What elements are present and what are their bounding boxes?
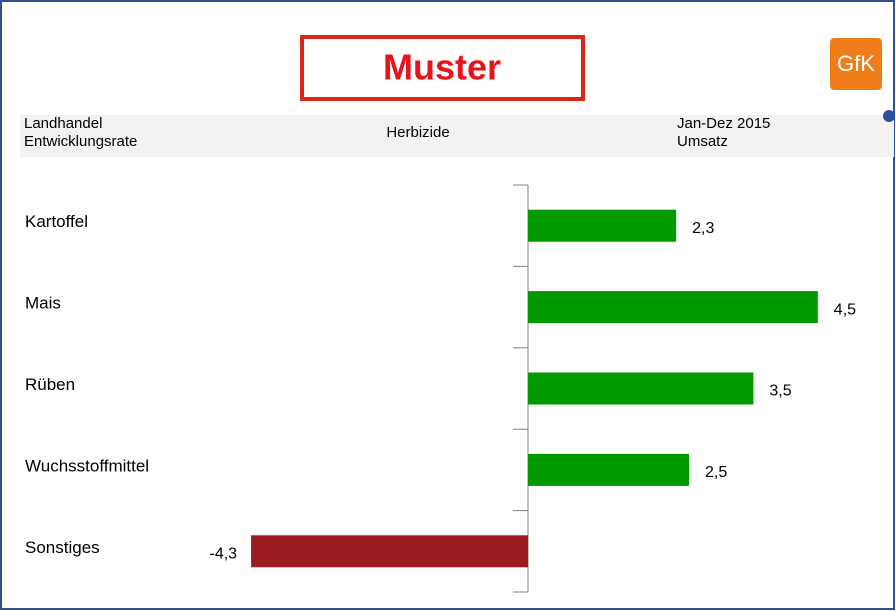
value-label: 2,3 (692, 220, 714, 237)
value-label: 4,5 (834, 301, 856, 318)
bar (251, 535, 528, 568)
logo-box (830, 38, 882, 90)
category-label: Sonstiges (25, 538, 100, 557)
header-text: Umsatz (677, 133, 728, 150)
header-text: Landhandel (24, 115, 102, 132)
stamp: Muster (383, 47, 501, 88)
bar (528, 291, 818, 324)
dot (883, 110, 895, 122)
value-label: 2,5 (705, 464, 727, 481)
bar (528, 209, 677, 242)
bar (528, 372, 754, 405)
header-text: Entwicklungsrate (24, 133, 137, 150)
header-text: Herbizide (386, 124, 449, 141)
category-label: Kartoffel (25, 212, 88, 231)
header-text: Jan-Dez 2015 (677, 115, 770, 132)
category-label: Rüben (25, 375, 75, 394)
value-label: 3,5 (769, 383, 791, 400)
stamp-box (300, 35, 585, 101)
header-band (20, 115, 894, 157)
bar (528, 453, 689, 486)
value-label: -4,3 (210, 546, 238, 563)
category-label: Wuchsstoffmittel (25, 456, 149, 475)
category-label: Mais (25, 294, 61, 313)
logo: GfK (837, 51, 875, 76)
